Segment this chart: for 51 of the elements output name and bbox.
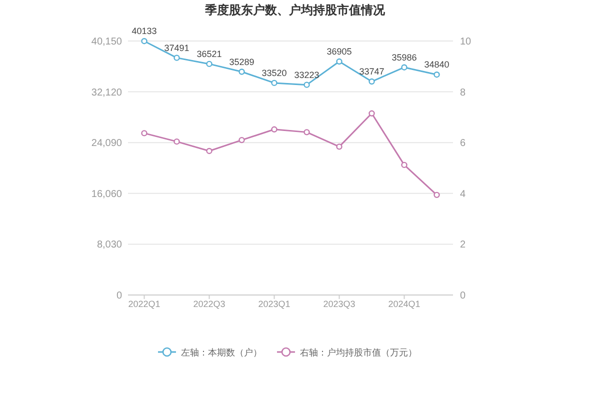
legend-label: 左轴：本期数（户）: [181, 348, 262, 358]
data-label: 33520: [262, 68, 287, 78]
data-label: 34840: [424, 60, 450, 70]
data-label: 35289: [229, 56, 254, 67]
左轴：本期数（户）: 40133 37491 36521 35289 33520 33223 36905 33747 35986 34840: [132, 26, 450, 88]
point: [434, 192, 440, 198]
y2-tick-label: 0: [460, 290, 466, 302]
point: [238, 136, 245, 144]
point: [271, 80, 278, 86]
y2-tick-label: 6: [460, 138, 466, 150]
point: [401, 64, 408, 70]
point: [206, 148, 212, 154]
y2-tick-label: 10: [460, 36, 472, 48]
y-tick-label: 32,120: [91, 87, 122, 98]
data-label: 40133: [132, 26, 157, 36]
x-tick-label: 2022Q1: [128, 299, 160, 309]
y2-tick-label: 2: [460, 240, 466, 251]
x-tick-label: 2023Q3: [323, 299, 356, 309]
data-label: 35986: [392, 52, 417, 62]
x-tick-label: 2024Q1: [388, 299, 420, 309]
point: [174, 54, 180, 61]
y-tick-label: 24,090: [91, 138, 122, 150]
x-tick-label: 2022Q3: [193, 299, 226, 309]
point: [141, 130, 148, 136]
y-tick-label: 16,060: [91, 188, 122, 200]
point: [368, 78, 375, 85]
legend-label: 右轴：户均持股市值（万元）: [300, 348, 417, 358]
y-tick-label: 40,150: [91, 36, 122, 48]
point: [206, 60, 212, 68]
point: [336, 144, 342, 150]
data-label: 36905: [326, 46, 352, 57]
point: [238, 68, 245, 75]
point: [271, 126, 278, 132]
point: [368, 110, 375, 116]
y-tick-label: 8,030: [96, 240, 122, 251]
point: [304, 129, 310, 136]
y2-tick-label: 4: [460, 188, 466, 200]
point: [434, 71, 440, 78]
point: [336, 58, 342, 65]
data-label: 33223: [294, 70, 320, 80]
chart-title: 季度股东户数、户均持股市值情况: [204, 3, 386, 17]
y2-tick-label: 8: [460, 87, 466, 98]
data-label: 33747: [359, 66, 384, 77]
x-tick-label: 2023Q1: [258, 299, 290, 309]
point: [304, 82, 310, 88]
point: [141, 38, 148, 44]
y-tick-label: 0: [116, 290, 122, 302]
data-label: 36521: [196, 48, 222, 59]
point: [401, 162, 408, 168]
point: [174, 138, 180, 145]
data-label: 37491: [164, 42, 190, 53]
